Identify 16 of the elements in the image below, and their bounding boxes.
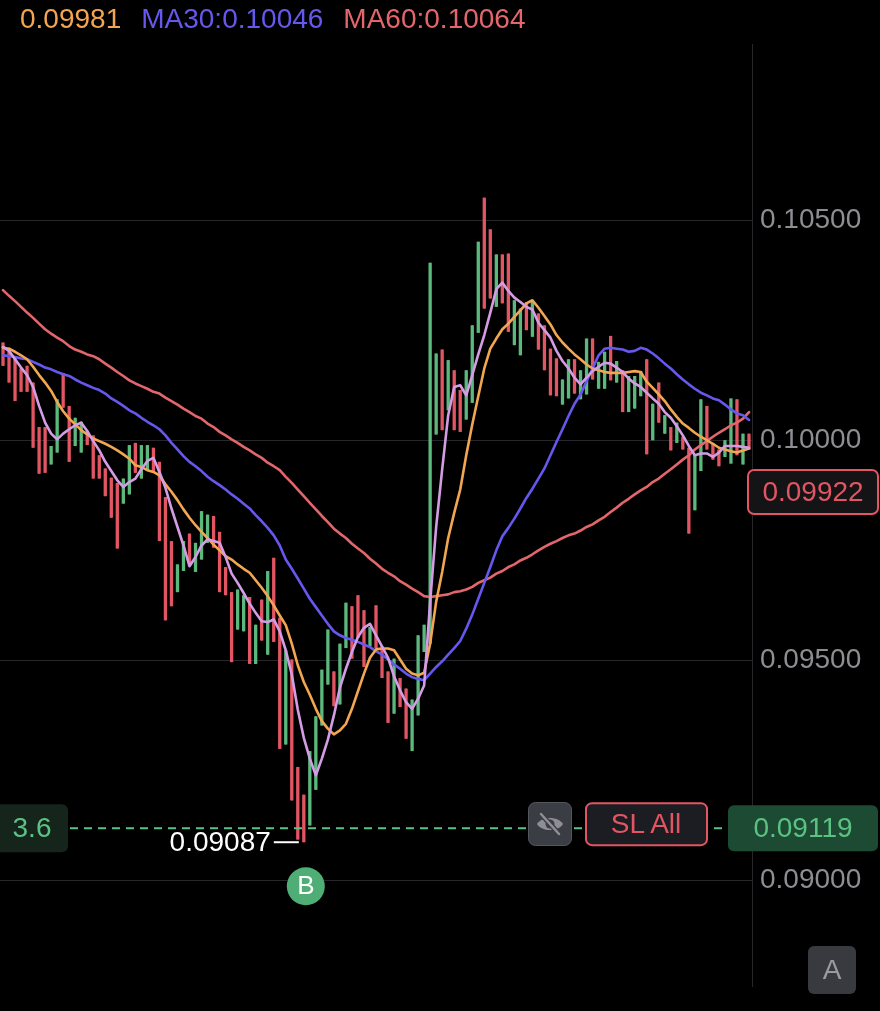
y-tick-label: 0.10000 bbox=[760, 422, 862, 454]
annotation: 0.09087 bbox=[169, 825, 271, 857]
text: 0.09981 bbox=[20, 2, 122, 34]
candlestick bbox=[663, 414, 667, 435]
y-tick-label: 0.09000 bbox=[760, 863, 862, 895]
y-tick-label: 0.09500 bbox=[760, 643, 862, 675]
y-tick-label: 0.10500 bbox=[760, 202, 862, 234]
annotation: SL All bbox=[610, 807, 682, 839]
text: A bbox=[822, 953, 842, 985]
text: 0.09922 bbox=[762, 475, 864, 507]
candlestick bbox=[97, 454, 101, 480]
ref-line-label: 0.09119 bbox=[753, 811, 853, 843]
annotation: 3.6 bbox=[12, 811, 52, 843]
text: MA60:0.10064 bbox=[343, 2, 526, 34]
annotation: B bbox=[297, 870, 315, 901]
text: MA30:0.10046 bbox=[141, 2, 324, 34]
